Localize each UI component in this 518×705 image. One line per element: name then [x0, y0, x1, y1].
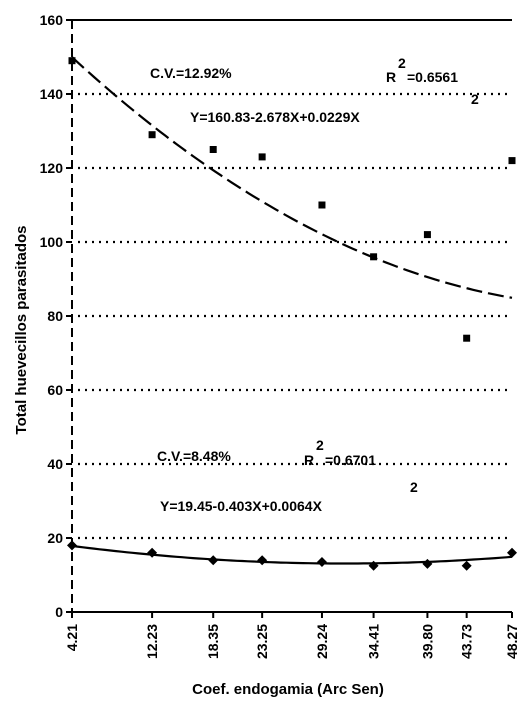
x-tick-label-0: 4.21	[64, 624, 80, 651]
svg-text:=0.6561: =0.6561	[407, 69, 458, 85]
point-s1-4	[316, 557, 327, 568]
point-s0-3	[258, 153, 266, 161]
fit-curve-1	[71, 544, 513, 565]
y-tick-label-0: 0	[55, 604, 63, 620]
svg-text:2: 2	[316, 437, 324, 453]
point-s0-5	[370, 253, 378, 261]
point-s0-2	[209, 146, 217, 153]
lower-cv-label: C.V.=8.48%	[157, 448, 231, 464]
svg-text:2: 2	[471, 91, 479, 107]
fit-curve-0	[71, 56, 513, 299]
lower-equation: Y=19.45-0.403X+0.0064X 2	[160, 479, 418, 514]
x-tick-label-5: 34.41	[366, 624, 382, 659]
point-s0-1	[148, 131, 156, 139]
y-tick-label-100: 100	[40, 234, 64, 250]
points-layer	[67, 57, 517, 571]
x-tick-label-3: 23.25	[254, 624, 270, 659]
y-tick-label-160: 160	[40, 12, 64, 28]
x-tick-label-4: 29.24	[314, 624, 330, 659]
y-tick-label-140: 140	[40, 86, 64, 102]
svg-text:R: R	[386, 69, 396, 85]
x-tick-label-1: 12.23	[144, 624, 160, 659]
point-s1-5	[368, 560, 379, 571]
x-tick-label-8: 48.27	[504, 624, 518, 659]
point-s0-6	[423, 231, 431, 239]
fit-layer	[71, 56, 513, 565]
point-s1-7	[461, 560, 472, 571]
x-tick-label-6: 39.80	[419, 624, 435, 659]
y-axis-title: Total huevecillos parasitados	[13, 226, 30, 435]
y-tick-label-80: 80	[47, 308, 63, 324]
y-tick-label-120: 120	[40, 160, 64, 176]
y-tick-label-40: 40	[47, 456, 63, 472]
lower-r2-label: R 2 =0.6701	[304, 437, 376, 468]
point-s0-7	[463, 334, 471, 342]
grid-layer	[78, 92, 512, 540]
svg-text:2: 2	[410, 479, 418, 495]
point-s1-3	[257, 555, 268, 566]
upper-cv-label: C.V.=12.92%	[150, 65, 232, 81]
point-s0-0	[68, 57, 76, 65]
point-s1-0	[67, 540, 77, 551]
y-tick-label-20: 20	[47, 530, 63, 546]
svg-text:Y=160.83-2.678X+0.0229X: Y=160.83-2.678X+0.0229X	[190, 109, 360, 125]
svg-text:Y=19.45-0.403X+0.0064X: Y=19.45-0.403X+0.0064X	[160, 498, 323, 514]
point-s1-1	[147, 547, 158, 558]
x-tick-label-7: 43.73	[459, 624, 475, 659]
x-axis-title: Coef. endogamia (Arc Sen)	[192, 681, 384, 698]
point-s1-8	[507, 547, 517, 558]
svg-text:=0.6701: =0.6701	[325, 452, 376, 468]
upper-equation: Y=160.83-2.678X+0.0229X 2	[190, 91, 479, 125]
upper-r2-label: R 2 =0.6561	[386, 55, 458, 85]
point-s1-2	[208, 555, 219, 566]
point-s1-6	[422, 558, 433, 569]
svg-text:2: 2	[398, 55, 406, 71]
point-s0-4	[318, 201, 326, 209]
y-tick-label-60: 60	[47, 382, 63, 398]
x-tick-label-2: 18.35	[205, 624, 221, 659]
ticks-layer: 0 20 40 60 80 100 120 140 160 4.21 12.23 18.35 23.25…	[40, 12, 518, 659]
point-s0-8	[508, 157, 516, 165]
svg-text:R: R	[304, 452, 314, 468]
